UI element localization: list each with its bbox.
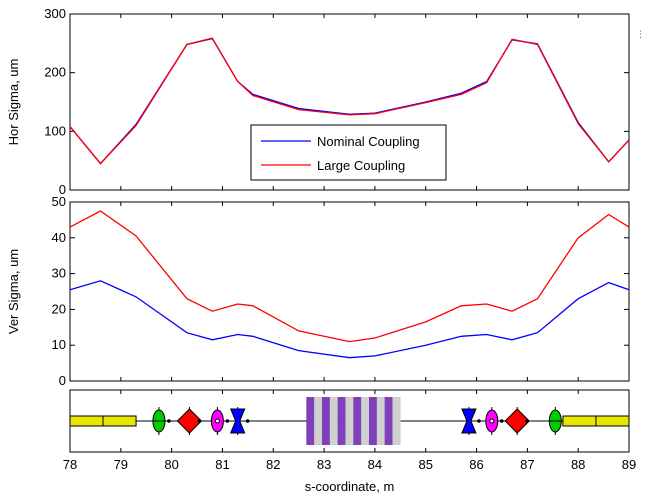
plot-area [69, 201, 630, 382]
legend-entry: Nominal Coupling [317, 134, 420, 149]
wiggler-pole-icon [368, 397, 378, 445]
x-tick-label: 80 [164, 457, 178, 472]
quadrupole-icon [229, 408, 246, 434]
octupole-center [214, 418, 220, 424]
wiggler-pole-icon [376, 397, 385, 445]
wiggler-pole-icon [321, 397, 331, 445]
marker-dot [167, 419, 171, 423]
x-axis-label: s-coordinate, m [305, 479, 395, 494]
marker-dot [245, 419, 250, 423]
y-tick-label: 30 [52, 266, 66, 281]
octupole-center [489, 418, 495, 424]
wiggler-pole-icon [392, 397, 401, 445]
y-tick-label: 300 [44, 6, 66, 21]
wiggler-pole-icon [337, 397, 346, 445]
y-tick-label: 200 [44, 65, 66, 80]
panel-lattice: 78 79 80 81 82 83 84 85 86 87 88 89 s-coordinate, m [63, 389, 636, 494]
x-tick-label: 81 [215, 457, 229, 472]
quadrupole-icon [461, 408, 477, 434]
marker-dot [499, 419, 504, 423]
panel-vertical-sigma: 0 10 20 30 40 50 Ver Sigma, um [6, 194, 630, 388]
y-tick-label: 40 [52, 230, 66, 245]
corrector-diamond-icon [504, 408, 530, 434]
x-tick-label: 78 [63, 457, 77, 472]
x-tick-label: 86 [469, 457, 483, 472]
x-tick-label: 79 [114, 457, 128, 472]
x-tick-label: 88 [571, 457, 585, 472]
legend: Nominal Coupling Large Coupling [250, 124, 447, 181]
legend-entry: Large Coupling [317, 158, 405, 173]
x-tick-label: 85 [418, 457, 432, 472]
y-tick-label: 50 [52, 194, 66, 209]
marker-dot [197, 419, 202, 423]
y-tick-label: 0 [59, 182, 66, 197]
edge-artifact: ⋮ [636, 30, 645, 40]
x-tick-label: 82 [266, 457, 280, 472]
y-axis-label: Hor Sigma, um [6, 59, 21, 146]
y-tick-label: 0 [59, 373, 66, 388]
corrector-diamond-icon [176, 408, 203, 434]
x-tick-label: 87 [520, 457, 534, 472]
series-line-nominal [69, 280, 630, 359]
marker-dot [525, 419, 529, 423]
wiggler-pole-icon [306, 397, 315, 445]
wiggler-pole-icon [361, 397, 370, 445]
wiggler-pole-icon [384, 397, 393, 445]
wiggler-pole-icon [353, 397, 362, 445]
series-line-large [69, 37, 630, 165]
x-tick-label: 83 [317, 457, 331, 472]
wiggler-pole-icon [314, 397, 323, 445]
marker-dot [477, 419, 481, 423]
legend-box [250, 124, 447, 181]
y-tick-label: 10 [52, 337, 66, 352]
wiggler-pole-icon [329, 397, 338, 445]
wiggler-pole-icon [345, 397, 354, 445]
y-axis-label: Ver Sigma, um [6, 249, 21, 334]
x-tick-label: 89 [622, 457, 636, 472]
marker-dot [225, 419, 230, 423]
x-tick-label: 84 [368, 457, 382, 472]
series-line-large [69, 210, 630, 343]
y-tick-label: 20 [52, 301, 66, 316]
y-tick-label: 100 [44, 123, 66, 138]
